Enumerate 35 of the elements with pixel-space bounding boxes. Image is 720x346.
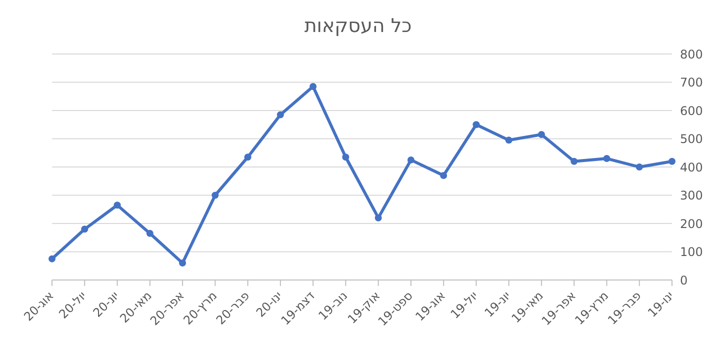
x-tick-label: אוג-19 [412,288,448,324]
point [374,214,382,222]
point [179,260,186,267]
y-tick-label: 600 [680,104,703,118]
x-tick-label: ינו-19 [645,288,676,320]
point [212,192,219,199]
point [603,155,610,162]
y-tick-label: 800 [680,47,703,62]
point [668,158,676,165]
x-tick-label: יול-19 [448,288,481,322]
point [636,164,643,170]
chart-title: כל העסקאות [303,14,413,39]
y-tick-label: 100 [680,245,703,260]
point [146,230,154,237]
point [472,121,480,128]
y-tick-label: 300 [680,188,703,203]
point [342,154,350,161]
point [244,154,252,161]
point [114,202,121,209]
point [538,131,545,138]
point [81,226,88,233]
y-tick-label: 0 [680,273,688,288]
point [276,111,284,118]
y-tick-label: 200 [680,216,703,231]
point [48,255,56,262]
x-tick-label: אוג-20 [21,288,56,324]
point [407,156,414,164]
y-tick-label: 400 [680,160,703,174]
y-tick-label: 700 [680,76,703,90]
point [570,158,578,165]
point [505,136,512,144]
point [440,172,448,179]
point [310,82,317,90]
y-tick-label: 500 [680,132,703,146]
x-tick-label: יול-20 [56,288,90,322]
